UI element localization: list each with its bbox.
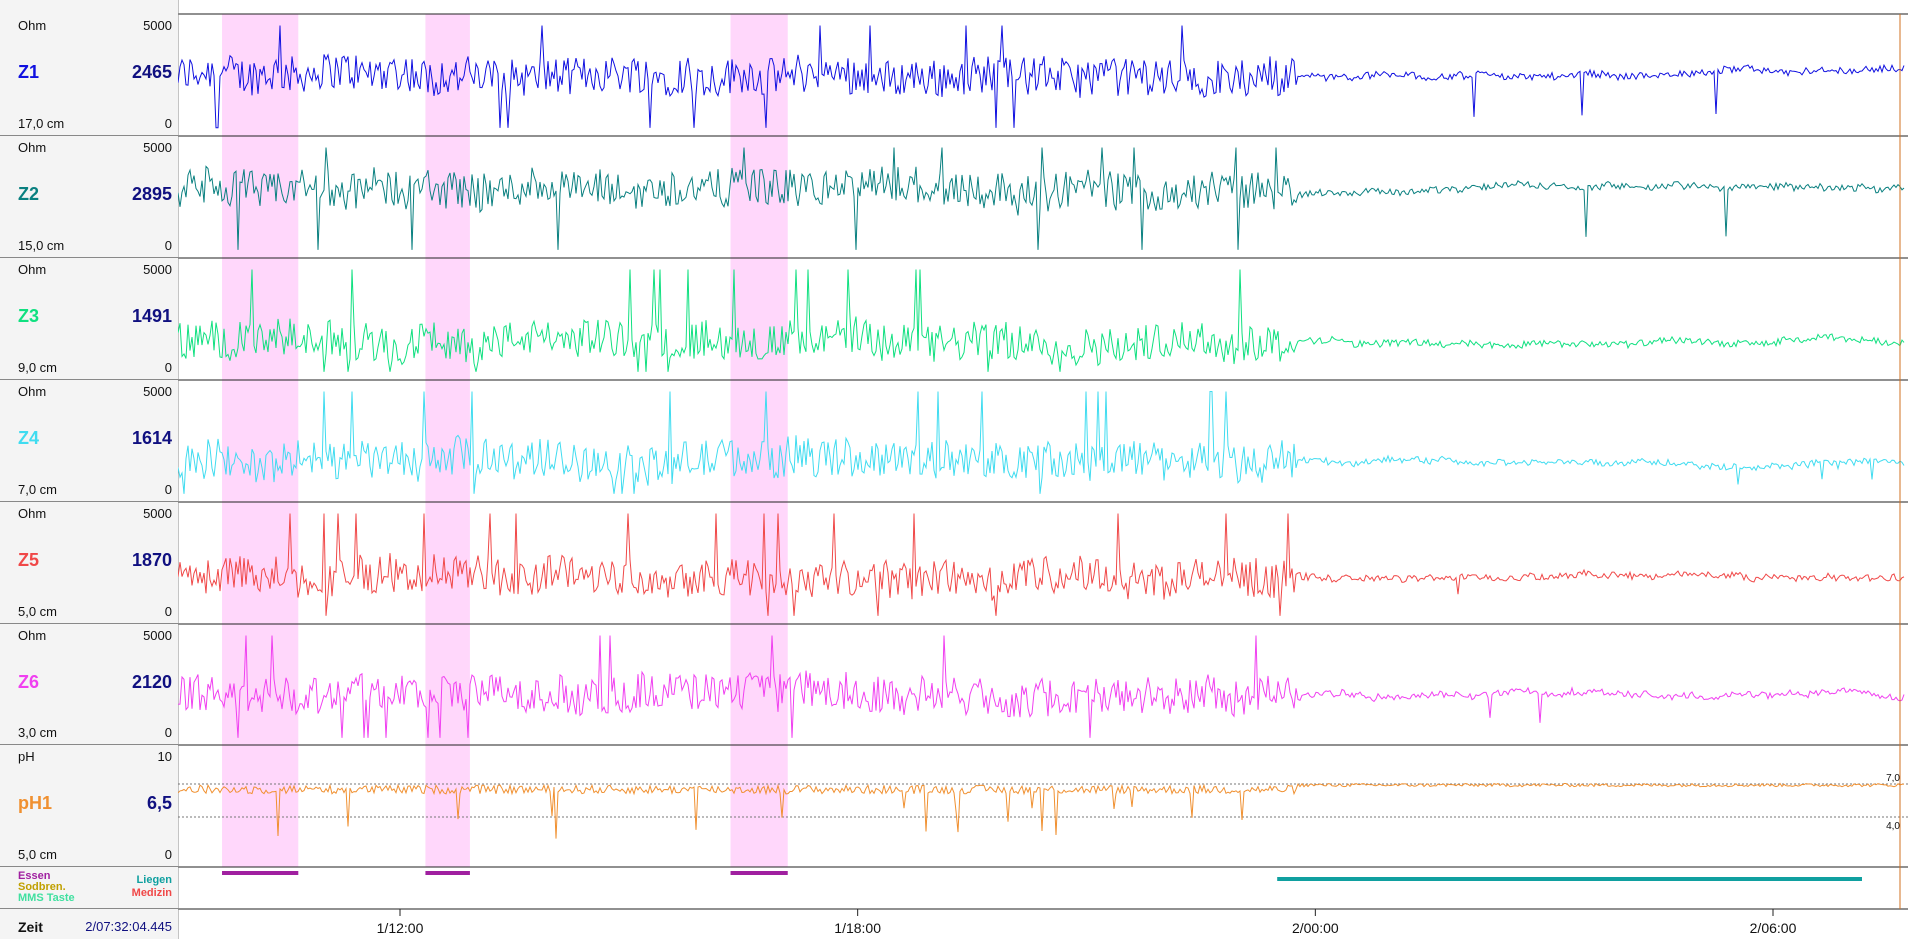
axis-min: 0 xyxy=(164,482,172,497)
meal-highlight-band xyxy=(425,14,470,867)
unit-label: Ohm xyxy=(18,18,47,33)
ph-reference-label-lower: 4,0 xyxy=(1886,821,1900,832)
time-axis-label: 2/06:00 xyxy=(1750,920,1797,936)
signal-plot-area[interactable]: 7,0 4,0 1/12:00 1/18:00 2/00:00 2/06:00 xyxy=(178,0,1908,939)
channel-label-z6: Ohm 5000 Z6 2120 3,0 cm 0 xyxy=(0,624,178,745)
unit-label: Ohm xyxy=(18,262,47,277)
meal-highlight-band xyxy=(222,14,299,867)
channel-name: Z4 xyxy=(18,428,40,448)
axis-max: 5000 xyxy=(143,506,172,521)
axis-min: 0 xyxy=(164,238,172,253)
current-value: 2120 xyxy=(131,672,172,692)
unit-label: Ohm xyxy=(18,628,47,643)
impedance-trace-z2 xyxy=(178,147,1905,250)
current-value: 2895 xyxy=(131,184,172,204)
supine-event-bar xyxy=(1277,877,1862,881)
meal-event-bar xyxy=(730,871,788,875)
sensor-position: 15,0 cm xyxy=(18,238,65,253)
unit-label: Ohm xyxy=(18,506,47,521)
current-value: 1614 xyxy=(131,428,172,448)
sensor-position: 5,0 cm xyxy=(18,604,58,619)
channel-name: Z5 xyxy=(18,550,40,570)
sensor-position: 9,0 cm xyxy=(18,360,58,375)
channel-label-z1: Ohm 5000 Z1 2465 17,0 cm 0 xyxy=(0,14,178,136)
channel-label-panel: Ohm 5000 Z1 2465 17,0 cm 0 Ohm 5000 Z2 2… xyxy=(0,0,178,939)
axis-min: 0 xyxy=(164,116,172,131)
event-label-medizin: Medizin xyxy=(131,887,172,899)
sensor-position: 3,0 cm xyxy=(18,725,58,740)
unit-label: Ohm xyxy=(18,140,47,155)
channel-label-ph1: pH 10 pH1 6,5 5,0 cm 0 xyxy=(0,745,178,867)
channel-label-z5: Ohm 5000 Z5 1870 5,0 cm 0 xyxy=(0,502,178,624)
impedance-trace-z6 xyxy=(178,635,1905,738)
cursor-time-value: 2/07:32:04.445 xyxy=(85,919,172,934)
current-value: 6,5 xyxy=(146,793,172,813)
channel-label-z2: Ohm 5000 Z2 2895 15,0 cm 0 xyxy=(0,136,178,258)
event-label-panel: Essen Sodbren. MMS Taste Liegen Medizin xyxy=(0,867,178,909)
impedance-trace-z1 xyxy=(178,25,1905,129)
current-value: 2465 xyxy=(131,62,172,82)
unit-label: Ohm xyxy=(18,384,47,399)
meal-event-bar xyxy=(222,871,299,875)
sensor-position: 17,0 cm xyxy=(18,116,65,131)
unit-label: pH xyxy=(18,749,35,764)
axis-min: 0 xyxy=(164,847,172,862)
axis-max: 10 xyxy=(157,749,172,764)
current-value: 1870 xyxy=(131,550,172,570)
channel-name: Z6 xyxy=(18,672,40,692)
channel-name: Z2 xyxy=(18,184,40,204)
time-axis-label: 1/12:00 xyxy=(377,920,424,936)
axis-max: 5000 xyxy=(143,140,172,155)
channel-label-z3: Ohm 5000 Z3 1491 9,0 cm 0 xyxy=(0,258,178,380)
time-label: Zeit xyxy=(18,919,43,935)
channel-name: Z1 xyxy=(18,62,40,82)
meal-highlight-band xyxy=(730,14,788,867)
impedance-trace-z4 xyxy=(178,391,1905,494)
event-label-liegen: Liegen xyxy=(136,874,172,886)
axis-max: 5000 xyxy=(143,384,172,399)
channel-name: pH1 xyxy=(18,793,53,813)
event-label-essen: Essen xyxy=(18,870,51,882)
ph-reference-label-upper: 7,0 xyxy=(1886,773,1900,784)
event-label-sodbrennen: Sodbren. xyxy=(18,881,66,893)
sensor-position: 5,0 cm xyxy=(18,847,58,862)
axis-min: 0 xyxy=(164,725,172,740)
axis-min: 0 xyxy=(164,604,172,619)
time-axis-label: 2/00:00 xyxy=(1292,920,1339,936)
channel-name: Z3 xyxy=(18,306,40,326)
event-label-mms: MMS Taste xyxy=(18,892,75,904)
current-value: 1491 xyxy=(131,306,172,326)
axis-min: 0 xyxy=(164,360,172,375)
channel-label-z4: Ohm 5000 Z4 1614 7,0 cm 0 xyxy=(0,380,178,502)
time-axis-label: 1/18:00 xyxy=(834,920,881,936)
impedance-trace-z3 xyxy=(178,269,1905,372)
axis-max: 5000 xyxy=(143,628,172,643)
axis-max: 5000 xyxy=(143,18,172,33)
sensor-position: 7,0 cm xyxy=(18,482,58,497)
axis-max: 5000 xyxy=(143,262,172,277)
ph-trace xyxy=(178,782,1905,839)
impedance-trace-z5 xyxy=(178,513,1905,616)
meal-event-bar xyxy=(425,871,470,875)
